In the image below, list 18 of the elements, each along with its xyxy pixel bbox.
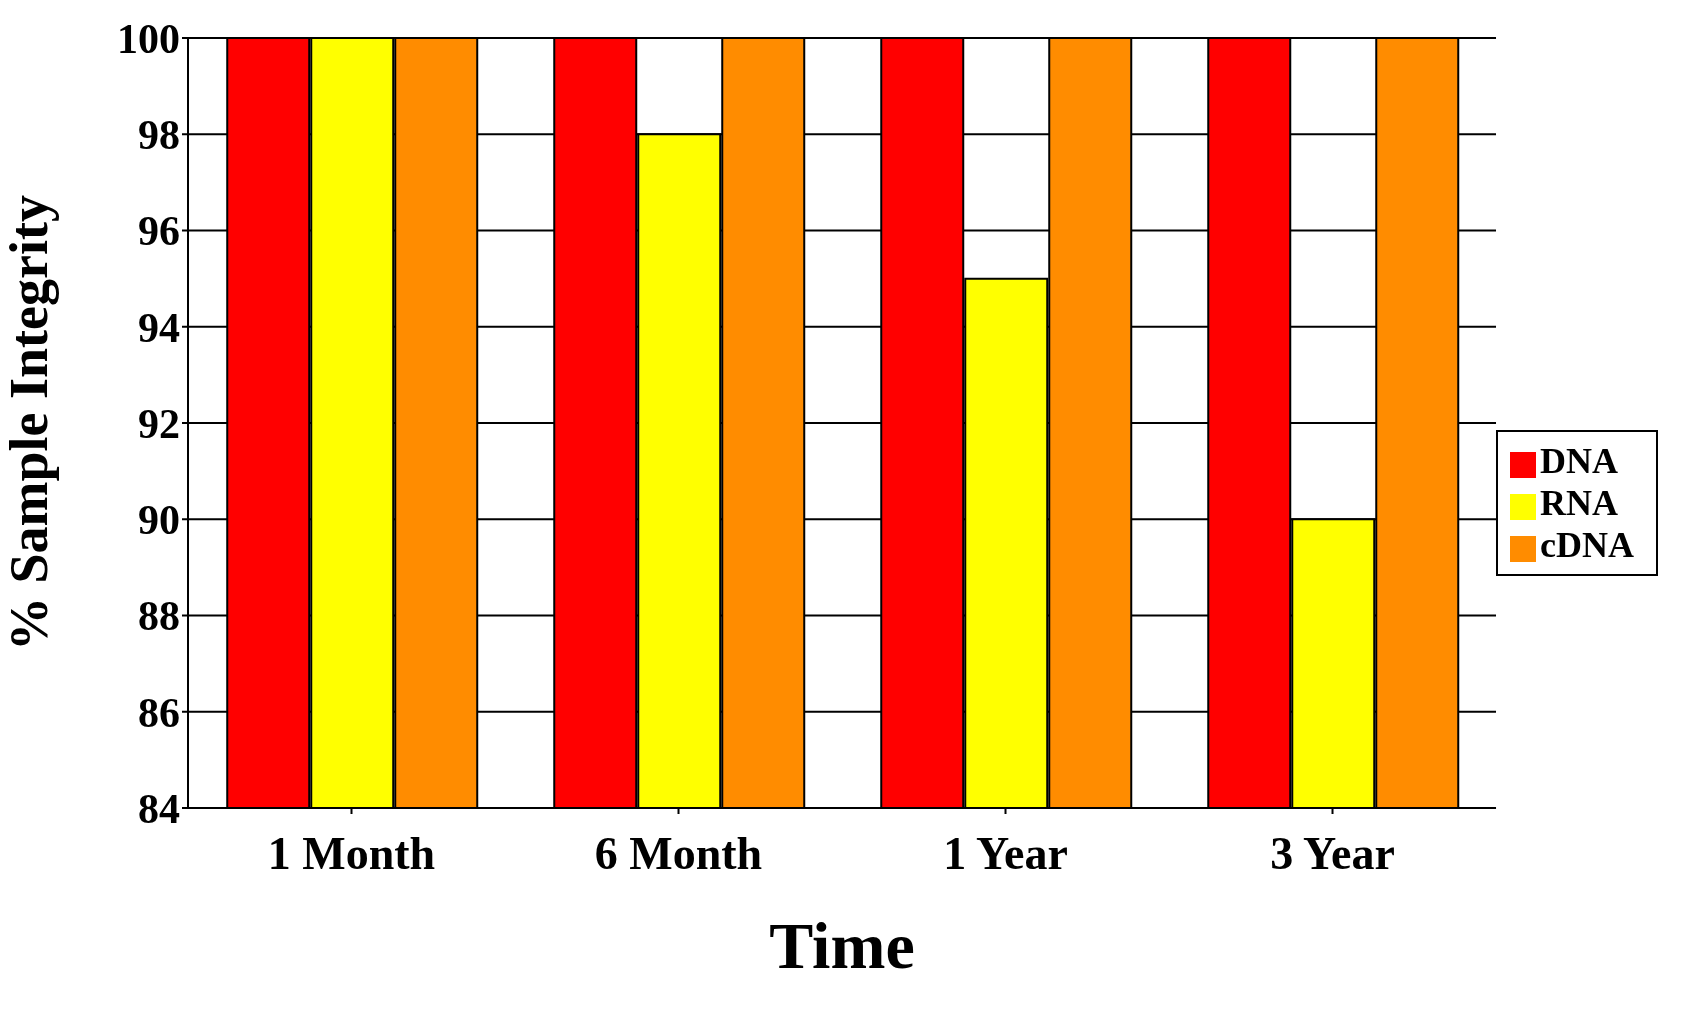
- legend-label: DNA: [1540, 441, 1619, 481]
- x-axis-title: Time: [769, 909, 915, 982]
- y-tick-label: 94: [138, 304, 180, 351]
- x-tick-label: 3 Year: [1270, 827, 1395, 879]
- y-tick-label: 96: [138, 208, 180, 255]
- y-tick-label: 98: [138, 112, 180, 159]
- y-tick-label: 86: [138, 689, 180, 736]
- y-tick-label: 84: [138, 785, 180, 832]
- y-tick-label: 88: [138, 593, 180, 640]
- legend-label: cDNA: [1540, 525, 1634, 565]
- x-tick-label: 1 Month: [267, 827, 436, 879]
- y-tick-label: 92: [138, 400, 180, 447]
- x-tick-label: 1 Year: [943, 827, 1068, 879]
- y-tick-label: 90: [138, 497, 180, 544]
- legend-label: RNA: [1540, 483, 1619, 523]
- y-axis-title: % Sample Integrity: [0, 195, 60, 651]
- x-tick-label: 6 Month: [594, 827, 763, 879]
- y-tick-label: 100: [117, 15, 180, 62]
